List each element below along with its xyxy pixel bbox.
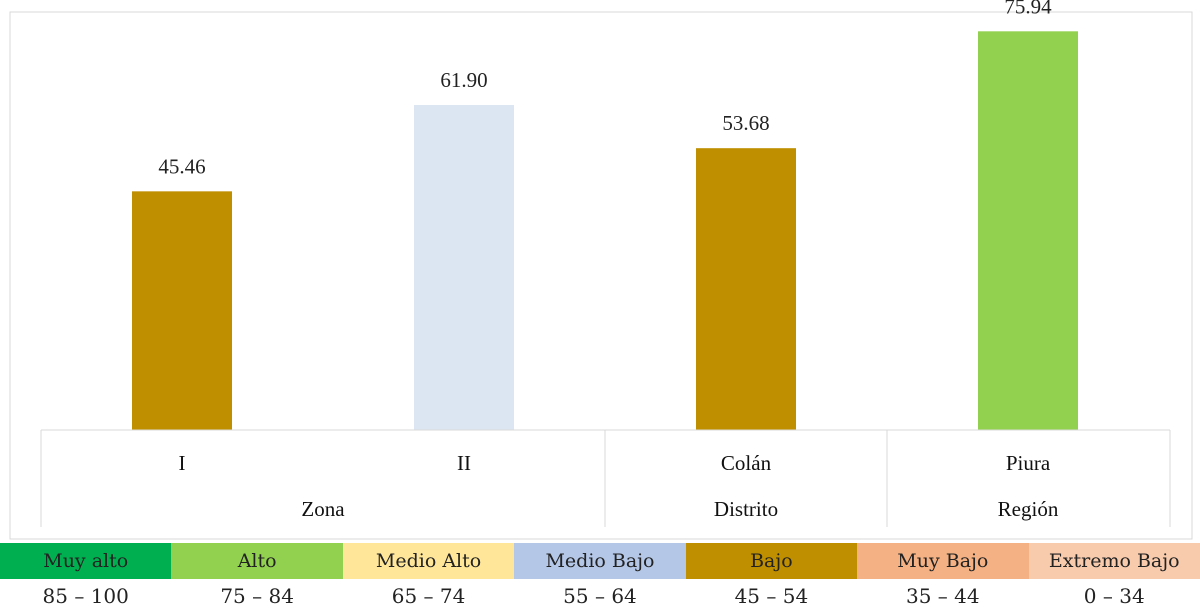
- legend-swatch-1: Alto: [171, 543, 343, 579]
- category-label-3: Piura: [1006, 451, 1051, 475]
- group-label-1: Distrito: [714, 497, 778, 521]
- legend-names-row: Muy alto Alto Medio Alto Medio Bajo Bajo Muy …: [0, 543, 1200, 579]
- group-label-0: Zona: [301, 497, 345, 521]
- value-labels-group: 45.46 61.90 53.68 75.94: [158, 0, 1052, 178]
- bar-3: [978, 31, 1078, 430]
- category-label-0: I: [179, 451, 186, 475]
- legend-range-0: 85 – 100: [42, 584, 129, 608]
- bar-2: [696, 148, 796, 430]
- category-label-2: Colán: [721, 451, 772, 475]
- legend-swatch-4: Bajo: [685, 543, 858, 579]
- legend-swatch-3: Medio Bajo: [514, 543, 686, 579]
- data-label-3: 75.94: [1004, 0, 1052, 18]
- group-label-2: Región: [998, 497, 1059, 521]
- legend-range-5: 35 – 44: [906, 584, 980, 608]
- legend-swatch-2: Medio Alto: [342, 543, 515, 579]
- legend-swatch-6: Extremo Bajo: [1028, 543, 1200, 579]
- data-label-2: 53.68: [722, 111, 769, 135]
- data-label-0: 45.46: [158, 154, 205, 178]
- legend-range-4: 45 – 54: [734, 584, 809, 608]
- legend-range-6: 0 – 34: [1083, 584, 1145, 608]
- legend-range-1: 75 – 84: [220, 584, 294, 608]
- legend-range-2: 65 – 74: [391, 584, 466, 608]
- legend-swatch-0: Muy alto: [0, 543, 172, 579]
- legend-swatch-5: Muy Bajo: [857, 543, 1029, 579]
- bars-group: [132, 31, 1078, 431]
- bar-1: [414, 105, 514, 431]
- data-label-1: 61.90: [440, 68, 487, 92]
- bar-0: [132, 191, 232, 430]
- legend-range-3: 55 – 64: [563, 584, 637, 608]
- legend-ranges-row: 85 – 100 75 – 84 65 – 74 55 – 64 45 – 54 35 –…: [0, 579, 1200, 613]
- scale-legend: Muy alto Alto Medio Alto Medio Bajo Bajo Muy …: [0, 543, 1200, 613]
- category-label-1: II: [457, 451, 471, 475]
